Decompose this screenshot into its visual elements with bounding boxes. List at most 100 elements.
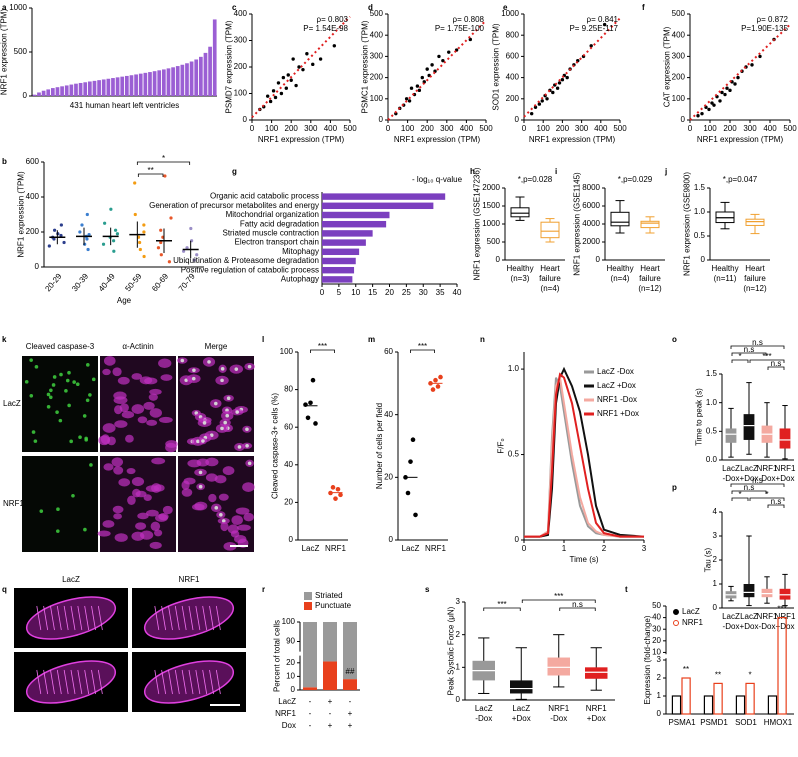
y-tick-label: 0 xyxy=(289,535,294,544)
y-tick-label: 0 xyxy=(23,91,28,100)
y-tick-label: 1 xyxy=(713,579,718,588)
cell xyxy=(140,530,154,540)
nucleus xyxy=(55,410,59,414)
sarcomere xyxy=(36,605,42,631)
annotation: *,p=0.029 xyxy=(618,175,653,184)
sarcomere xyxy=(181,605,187,631)
cardiomyocyte xyxy=(25,660,117,704)
data-point xyxy=(313,421,318,426)
cell xyxy=(121,411,135,419)
bar xyxy=(199,56,203,96)
trend-line xyxy=(251,15,351,119)
cell xyxy=(112,367,122,377)
nucleus xyxy=(196,439,200,444)
x-tick-label: PSMD1 xyxy=(700,718,728,727)
nucleus xyxy=(91,377,96,382)
x-tick-label: 200 xyxy=(421,124,435,133)
significance-bracket xyxy=(767,366,785,370)
category-label: Striated muscle contraction xyxy=(223,229,320,238)
cell xyxy=(143,494,152,501)
y-tick-label: 200 xyxy=(672,73,686,82)
y-tick-label: 400 xyxy=(370,30,384,39)
scatter-point xyxy=(273,95,278,100)
x-tick-label: 100 xyxy=(537,124,551,133)
nucleus xyxy=(71,493,75,498)
scatter-point xyxy=(404,97,409,101)
data-point xyxy=(156,246,161,250)
nucleus xyxy=(33,439,38,443)
nucleus xyxy=(48,395,53,400)
condition-mark: + xyxy=(328,721,333,730)
scatter-point xyxy=(758,54,762,59)
cell xyxy=(231,515,243,526)
nucleus xyxy=(226,396,231,400)
nucleus xyxy=(72,380,76,384)
bar-segment xyxy=(303,687,317,690)
cell xyxy=(218,493,229,501)
y-tick-label: 1.5 xyxy=(694,183,706,192)
x-tick-label: (n=4) xyxy=(611,274,630,283)
bar xyxy=(162,69,166,96)
significance-bracket xyxy=(731,359,749,363)
sarcomere xyxy=(168,669,173,695)
bar xyxy=(735,695,746,715)
cell xyxy=(165,442,177,453)
nucleus xyxy=(65,378,70,383)
x-tick-label: NRF1 xyxy=(775,612,796,621)
y-tick-label: 500 xyxy=(14,47,28,56)
bar xyxy=(125,75,129,96)
y-tick-label: 20 xyxy=(286,658,295,667)
data-point xyxy=(159,240,163,245)
scatter-point xyxy=(712,103,716,107)
category-label: Electron transport chain xyxy=(235,238,320,247)
x-axis-label: Time (s) xyxy=(569,555,598,564)
cell xyxy=(159,416,173,423)
x-tick-label: 3 xyxy=(642,544,647,553)
annotation: P= 1.54E-98 xyxy=(303,24,348,33)
annotation: *,p=0.028 xyxy=(518,175,553,184)
scatter-point xyxy=(420,75,424,80)
y-tick-label: 200 xyxy=(26,227,40,236)
significance-label: n.s xyxy=(771,359,782,368)
nucleus xyxy=(225,413,230,418)
data-point xyxy=(430,387,436,392)
cell xyxy=(103,463,114,471)
data-point xyxy=(86,247,90,252)
scatter-point xyxy=(533,105,538,109)
nucleus xyxy=(67,370,71,375)
y-axis-label: NRF1 expression (TPM) xyxy=(0,9,9,96)
x-tick-label: 300 xyxy=(304,124,318,133)
legend-label: Punctuate xyxy=(315,601,352,610)
significance-label: n.s xyxy=(752,476,763,485)
nucleus xyxy=(56,507,60,512)
y-tick-label: 0 xyxy=(713,603,718,612)
y-axis-label: Time to peak (s) xyxy=(694,388,703,446)
bar-segment xyxy=(323,622,337,662)
y-axis-label: Peak Systolic Force (μN) xyxy=(447,606,456,695)
y-tick-label: 0.5 xyxy=(508,450,520,459)
data-point xyxy=(410,437,416,443)
nucleus xyxy=(83,527,87,532)
panel-letter: b xyxy=(2,157,7,166)
y-tick-label: 600 xyxy=(506,52,520,61)
x-tick-label: 70-79 xyxy=(177,271,197,293)
data-point xyxy=(142,223,146,227)
sarcomere xyxy=(168,605,173,631)
bar xyxy=(671,695,682,715)
nucleus xyxy=(198,470,203,475)
y-tick-label: 90 xyxy=(286,637,295,646)
box xyxy=(585,667,608,679)
x-tick-label: 500 xyxy=(613,124,627,133)
y-axis-label: NRF1 expression (GSE1145) xyxy=(573,172,582,276)
cell xyxy=(222,466,235,476)
sarcomere xyxy=(195,669,201,695)
cell xyxy=(237,524,251,531)
y-tick-label: 300 xyxy=(370,52,384,61)
nucleus xyxy=(223,420,227,425)
y-axis-label: Expression (fold-change) xyxy=(643,615,652,704)
cell xyxy=(97,530,111,537)
bar xyxy=(166,68,171,96)
nucleus xyxy=(46,392,51,397)
scatter-point xyxy=(279,91,284,96)
y-tick-label: 50 xyxy=(652,601,661,610)
